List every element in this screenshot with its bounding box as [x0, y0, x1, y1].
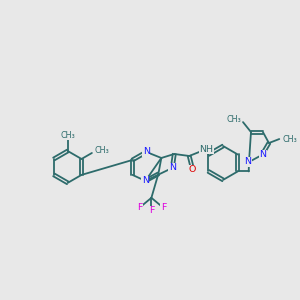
Text: N: N [260, 151, 266, 160]
Text: F: F [149, 206, 154, 215]
Text: NH: NH [199, 145, 213, 154]
Text: F: F [137, 203, 142, 212]
Text: N: N [244, 158, 251, 166]
Text: N: N [169, 164, 176, 172]
Text: CH₃: CH₃ [282, 134, 297, 143]
Text: N: N [142, 176, 149, 185]
Text: N: N [143, 148, 150, 157]
Text: CH₃: CH₃ [226, 115, 241, 124]
Text: CH₃: CH₃ [95, 146, 110, 155]
Text: CH₃: CH₃ [60, 130, 75, 140]
Text: O: O [188, 165, 196, 174]
Text: F: F [160, 203, 166, 212]
